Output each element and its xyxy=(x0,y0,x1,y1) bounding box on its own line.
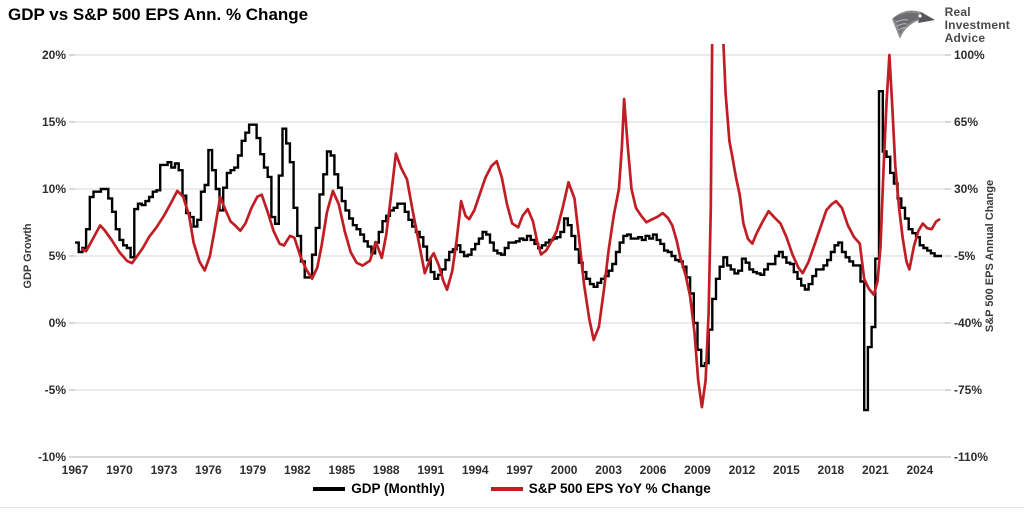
left-axis-title: GDP Growth xyxy=(22,223,34,288)
left-axis-tick-label: 0% xyxy=(49,316,67,330)
x-axis-tick-label: 2006 xyxy=(640,463,667,477)
x-axis-tick-label: 2003 xyxy=(595,463,622,477)
right-axis-tick-label: 30% xyxy=(954,182,978,196)
eps-line-swatch xyxy=(490,486,523,491)
left-axis-tick-label: -5% xyxy=(45,383,67,397)
right-axis-tick-label: -5% xyxy=(954,249,976,263)
x-axis-tick-label: 1982 xyxy=(284,463,311,477)
x-axis-tick-label: 1991 xyxy=(417,463,444,477)
gdp-line-swatch xyxy=(313,486,346,491)
brand-line-2: Investment xyxy=(944,17,1010,32)
left-axis-tick-label: 10% xyxy=(42,182,66,196)
x-axis-tick-label: 2000 xyxy=(551,463,578,477)
x-axis-tick-label: 1970 xyxy=(106,463,133,477)
right-axis-tick-label: -40% xyxy=(954,316,982,330)
legend-entry-eps: S&P 500 EPS YoY % Change xyxy=(490,481,711,496)
brand-line-1: Real xyxy=(944,5,971,19)
x-axis-tick-label: 1973 xyxy=(151,463,178,477)
right-axis-tick-label: 65% xyxy=(954,115,978,129)
eps-line xyxy=(81,44,941,409)
brand-name: Real Investment Advice xyxy=(945,6,1010,45)
chart-legend: GDP (Monthly) S&P 500 EPS YoY % Change xyxy=(0,481,1024,496)
x-axis-tick-label: 1985 xyxy=(328,463,355,477)
brand-logo: Real Investment Advice xyxy=(890,6,1010,45)
bottom-divider xyxy=(0,507,1024,508)
x-axis-tick-label: 1988 xyxy=(373,463,400,477)
right-axis-title: S&P 500 EPS Annual Change xyxy=(984,180,996,332)
x-axis-tick-label: 1979 xyxy=(240,463,267,477)
right-axis-tick-label: -110% xyxy=(954,450,988,464)
x-axis-tick-label: 2018 xyxy=(818,463,845,477)
x-axis-tick-label: 2021 xyxy=(862,463,889,477)
right-axis-tick-label: 100% xyxy=(954,48,985,62)
x-axis-tick-label: 2009 xyxy=(684,463,711,477)
legend-label-eps: S&P 500 EPS YoY % Change xyxy=(528,481,711,496)
x-axis-tick-label: 2012 xyxy=(729,463,756,477)
right-axis-tick-label: -75% xyxy=(954,383,982,397)
gdp-line xyxy=(75,90,942,412)
page-title: GDP vs S&P 500 EPS Ann. % Change xyxy=(8,5,309,24)
x-axis-tick-label: 2015 xyxy=(773,463,800,477)
x-axis-tick-label: 1976 xyxy=(195,463,222,477)
left-axis-tick-label: 15% xyxy=(42,115,66,129)
legend-label-gdp: GDP (Monthly) xyxy=(351,481,445,496)
x-axis-tick-label: 1994 xyxy=(462,463,489,477)
eagle-icon xyxy=(891,10,935,40)
legend-entry-gdp: GDP (Monthly) xyxy=(313,481,445,496)
left-axis-tick-label: 5% xyxy=(49,249,67,263)
x-axis-tick-label: 1967 xyxy=(62,463,89,477)
left-axis-tick-label: -10% xyxy=(38,450,66,464)
x-axis-tick-label: 1997 xyxy=(506,463,533,477)
brand-line-3: Advice xyxy=(944,30,986,45)
x-axis-tick-label: 2024 xyxy=(906,463,933,477)
left-axis-tick-label: 20% xyxy=(42,48,66,62)
